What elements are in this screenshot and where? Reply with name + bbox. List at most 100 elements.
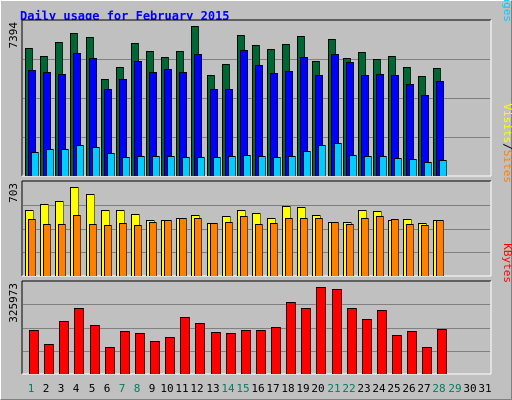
bar-sites-day-1	[28, 219, 36, 276]
bar-sites-day-14	[225, 222, 233, 276]
bar-kbytes-day-22	[347, 308, 357, 374]
bar-kbytes-day-16	[256, 330, 266, 374]
bar-kbytes-day-4	[74, 308, 84, 374]
bar-sites-day-26	[406, 224, 414, 276]
bar-kbytes-day-3	[59, 321, 69, 374]
bar-kbytes-day-20	[316, 287, 326, 374]
axis-label-part: KBytes	[501, 243, 512, 283]
bar-kbytes-day-2	[44, 344, 54, 374]
bar-pages-day-12	[197, 157, 205, 176]
bar-kbytes-day-25	[392, 335, 402, 374]
day-label-17: 17	[266, 382, 279, 395]
bar-sites-day-11	[179, 218, 187, 276]
day-label-16: 16	[251, 382, 264, 395]
bar-sites-day-7	[119, 223, 127, 276]
day-label-30: 30	[463, 382, 476, 395]
bar-sites-day-17	[270, 223, 278, 276]
day-label-21: 21	[327, 382, 340, 395]
bar-sites-day-2	[43, 224, 51, 276]
bar-pages-day-10	[167, 156, 175, 176]
panel-2-max-label: 703	[7, 183, 20, 203]
bar-kbytes-day-12	[195, 323, 205, 374]
bar-kbytes-day-14	[226, 333, 236, 374]
bar-kbytes-day-28	[437, 329, 447, 374]
panel-3-axis-label: KBytes	[501, 243, 512, 283]
axis-label-part: Sites	[501, 150, 512, 183]
day-label-20: 20	[311, 382, 324, 395]
bar-pages-day-11	[182, 157, 190, 176]
day-label-12: 12	[190, 382, 203, 395]
bar-sites-day-15	[240, 216, 248, 276]
bar-sites-day-27	[421, 225, 429, 276]
bar-pages-day-13	[213, 157, 221, 176]
bar-pages-day-22	[349, 155, 357, 176]
bar-kbytes-day-21	[332, 289, 342, 374]
bar-kbytes-day-24	[377, 310, 387, 374]
day-label-3: 3	[58, 382, 65, 395]
day-label-22: 22	[342, 382, 355, 395]
bar-pages-day-17	[273, 157, 281, 176]
day-label-13: 13	[206, 382, 219, 395]
bar-pages-day-14	[228, 156, 236, 176]
bar-sites-day-5	[89, 224, 97, 276]
bar-kbytes-day-15	[241, 330, 251, 374]
bar-files-day-12	[194, 54, 202, 176]
bar-pages-day-9	[152, 156, 160, 176]
panel-3-max-label: 325973	[7, 283, 20, 323]
bar-kbytes-day-9	[150, 341, 160, 374]
day-label-24: 24	[372, 382, 386, 395]
bar-kbytes-day-19	[301, 308, 311, 374]
bar-kbytes-day-1	[29, 330, 39, 374]
bar-sites-day-13	[210, 223, 218, 276]
day-label-7: 7	[119, 382, 126, 395]
bar-pages-day-20	[318, 145, 326, 176]
day-label-23: 23	[357, 382, 370, 395]
bar-kbytes-day-27	[422, 347, 432, 374]
bar-kbytes-day-23	[362, 319, 372, 374]
bar-sites-day-20	[315, 218, 323, 276]
bar-pages-day-25	[394, 158, 402, 176]
bar-pages-day-4	[76, 145, 84, 176]
day-label-8: 8	[134, 382, 141, 395]
day-label-1: 1	[28, 382, 35, 395]
day-label-10: 10	[160, 382, 173, 395]
bar-sites-day-19	[300, 218, 308, 276]
day-label-14: 14	[221, 382, 235, 395]
bar-pages-day-18	[288, 156, 296, 176]
bar-pages-day-16	[258, 156, 266, 176]
bar-sites-day-18	[285, 218, 293, 276]
panel-1-axis-label: Hits/Files/Pages	[501, 0, 512, 22]
day-label-29: 29	[448, 382, 461, 395]
bar-kbytes-day-17	[271, 327, 281, 374]
bar-sites-day-3	[58, 224, 66, 276]
bar-pages-day-28	[439, 160, 447, 176]
bar-sites-day-22	[346, 224, 354, 276]
bar-kbytes-day-8	[135, 333, 145, 374]
bar-pages-day-27	[424, 162, 432, 176]
bar-sites-day-10	[164, 220, 172, 276]
bar-kbytes-day-13	[211, 332, 221, 374]
bar-sites-day-25	[391, 219, 399, 276]
day-label-26: 26	[402, 382, 415, 395]
bar-kbytes-day-26	[407, 331, 417, 374]
bar-pages-day-19	[303, 151, 311, 176]
bar-kbytes-day-18	[286, 302, 296, 374]
bar-kbytes-day-6	[105, 347, 115, 374]
day-label-28: 28	[432, 382, 445, 395]
day-label-4: 4	[73, 382, 80, 395]
bar-sites-day-23	[361, 218, 369, 276]
bar-pages-day-24	[379, 156, 387, 176]
panel-2-axis-label: Visits/Sites	[501, 104, 512, 184]
panel-1-max-label: 7394	[7, 22, 20, 49]
bar-sites-day-12	[194, 218, 202, 276]
bar-pages-day-26	[409, 159, 417, 176]
bar-pages-day-5	[92, 147, 100, 176]
day-label-5: 5	[89, 382, 96, 395]
day-label-18: 18	[281, 382, 294, 395]
day-label-9: 9	[149, 382, 156, 395]
bar-kbytes-day-5	[90, 325, 100, 374]
axis-label-part: Visits	[501, 104, 512, 144]
day-label-31: 31	[478, 382, 491, 395]
bar-sites-day-9	[149, 222, 157, 276]
